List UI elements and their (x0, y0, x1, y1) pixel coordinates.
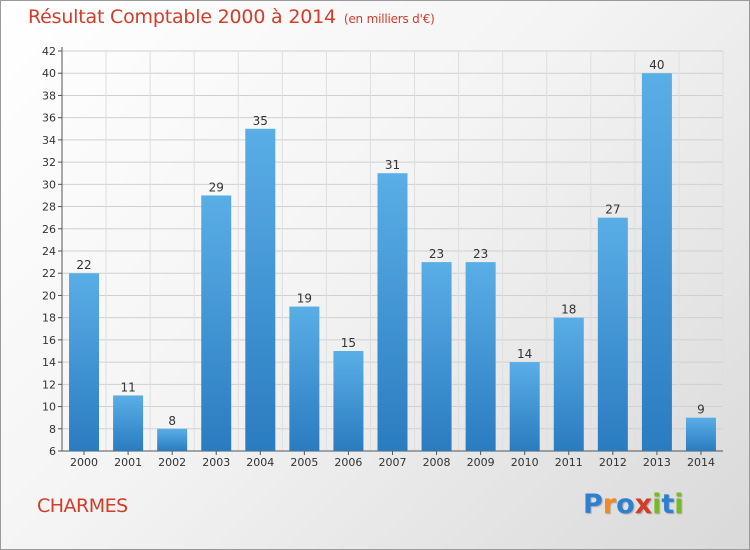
y-tick-label: 20 (42, 289, 56, 302)
data-label: 9 (697, 403, 705, 417)
x-tick-label: 2013 (643, 456, 671, 469)
data-label: 40 (649, 58, 664, 72)
x-tick-label: 2011 (555, 456, 583, 469)
data-label: 19 (297, 292, 312, 306)
logo-letter: P (583, 489, 603, 520)
logo-letter: o (616, 489, 635, 520)
y-tick-label: 34 (42, 134, 56, 147)
x-tick-label: 2003 (202, 456, 230, 469)
y-tick-label: 22 (42, 267, 56, 280)
y-tick-label: 18 (42, 312, 56, 325)
y-tick-label: 42 (42, 45, 56, 58)
x-tick-label: 2008 (423, 456, 451, 469)
y-tick-label: 40 (42, 67, 56, 80)
bar (113, 395, 144, 451)
bar (245, 128, 276, 451)
x-tick-label: 2007 (379, 456, 407, 469)
data-label: 29 (209, 180, 224, 194)
x-tick-label: 2014 (687, 456, 715, 469)
x-tick-label: 2004 (246, 456, 274, 469)
chart-title: Résultat Comptable 2000 à 2014 (en millie… (28, 6, 435, 28)
data-label: 8 (168, 414, 176, 428)
x-tick-label: 2012 (599, 456, 627, 469)
data-label: 22 (76, 258, 91, 272)
chart-subtitle: (en milliers d'€) (343, 12, 435, 26)
data-label: 27 (605, 203, 620, 217)
bar (465, 262, 496, 451)
y-tick-label: 8 (49, 423, 56, 436)
x-tick-label: 2009 (467, 456, 495, 469)
bar (377, 173, 408, 451)
data-label: 23 (473, 247, 488, 261)
x-tick-label: 2005 (290, 456, 318, 469)
bar (421, 262, 452, 451)
y-tick-label: 6 (49, 445, 56, 458)
chart-title-text: Résultat Comptable 2000 à 2014 (28, 6, 336, 28)
proxiti-logo[interactable]: Proxiti (583, 489, 684, 520)
bars (69, 73, 716, 451)
y-tick-label: 36 (42, 112, 56, 125)
bar (553, 317, 584, 451)
y-tick-label: 30 (42, 178, 56, 191)
logo-letter: t (661, 489, 675, 520)
logo-letter: r (602, 489, 617, 520)
logo-letter: i (652, 489, 662, 520)
commune-name: CHARMES (37, 495, 128, 517)
data-label: 11 (120, 380, 135, 394)
bar (157, 428, 188, 451)
bar (69, 273, 100, 451)
y-tick-label: 32 (42, 156, 56, 169)
bar (201, 195, 232, 451)
x-tick-label: 2010 (511, 456, 539, 469)
bar (333, 351, 364, 451)
x-tick-label: 2002 (158, 456, 186, 469)
bar (685, 417, 716, 451)
y-tick-label: 12 (42, 378, 56, 391)
bar (509, 362, 540, 451)
y-tick-label: 38 (42, 89, 56, 102)
bar (597, 217, 628, 451)
bar (641, 73, 672, 451)
data-label: 15 (341, 336, 356, 350)
data-label: 31 (385, 158, 400, 172)
logo-letter: x (634, 489, 653, 520)
x-tick-label: 2006 (334, 456, 362, 469)
y-tick-label: 14 (42, 356, 56, 369)
logo-letter: i (674, 489, 684, 520)
data-label: 35 (253, 114, 268, 128)
data-label: 23 (429, 247, 444, 261)
y-tick-label: 28 (42, 201, 56, 214)
y-tick-label: 16 (42, 334, 56, 347)
data-label: 14 (517, 347, 532, 361)
labels: 2000 22 2001 11 2002 8 2003 29 2004 35 2005 19 2006 1… (70, 58, 715, 469)
y-tick-label: 26 (42, 223, 56, 236)
y-tick-label: 10 (42, 401, 56, 414)
x-tick-label: 2001 (114, 456, 142, 469)
bar (289, 306, 320, 451)
x-tick-label: 2000 (70, 456, 98, 469)
y-tick-label: 24 (42, 245, 56, 258)
data-label: 18 (561, 303, 576, 317)
